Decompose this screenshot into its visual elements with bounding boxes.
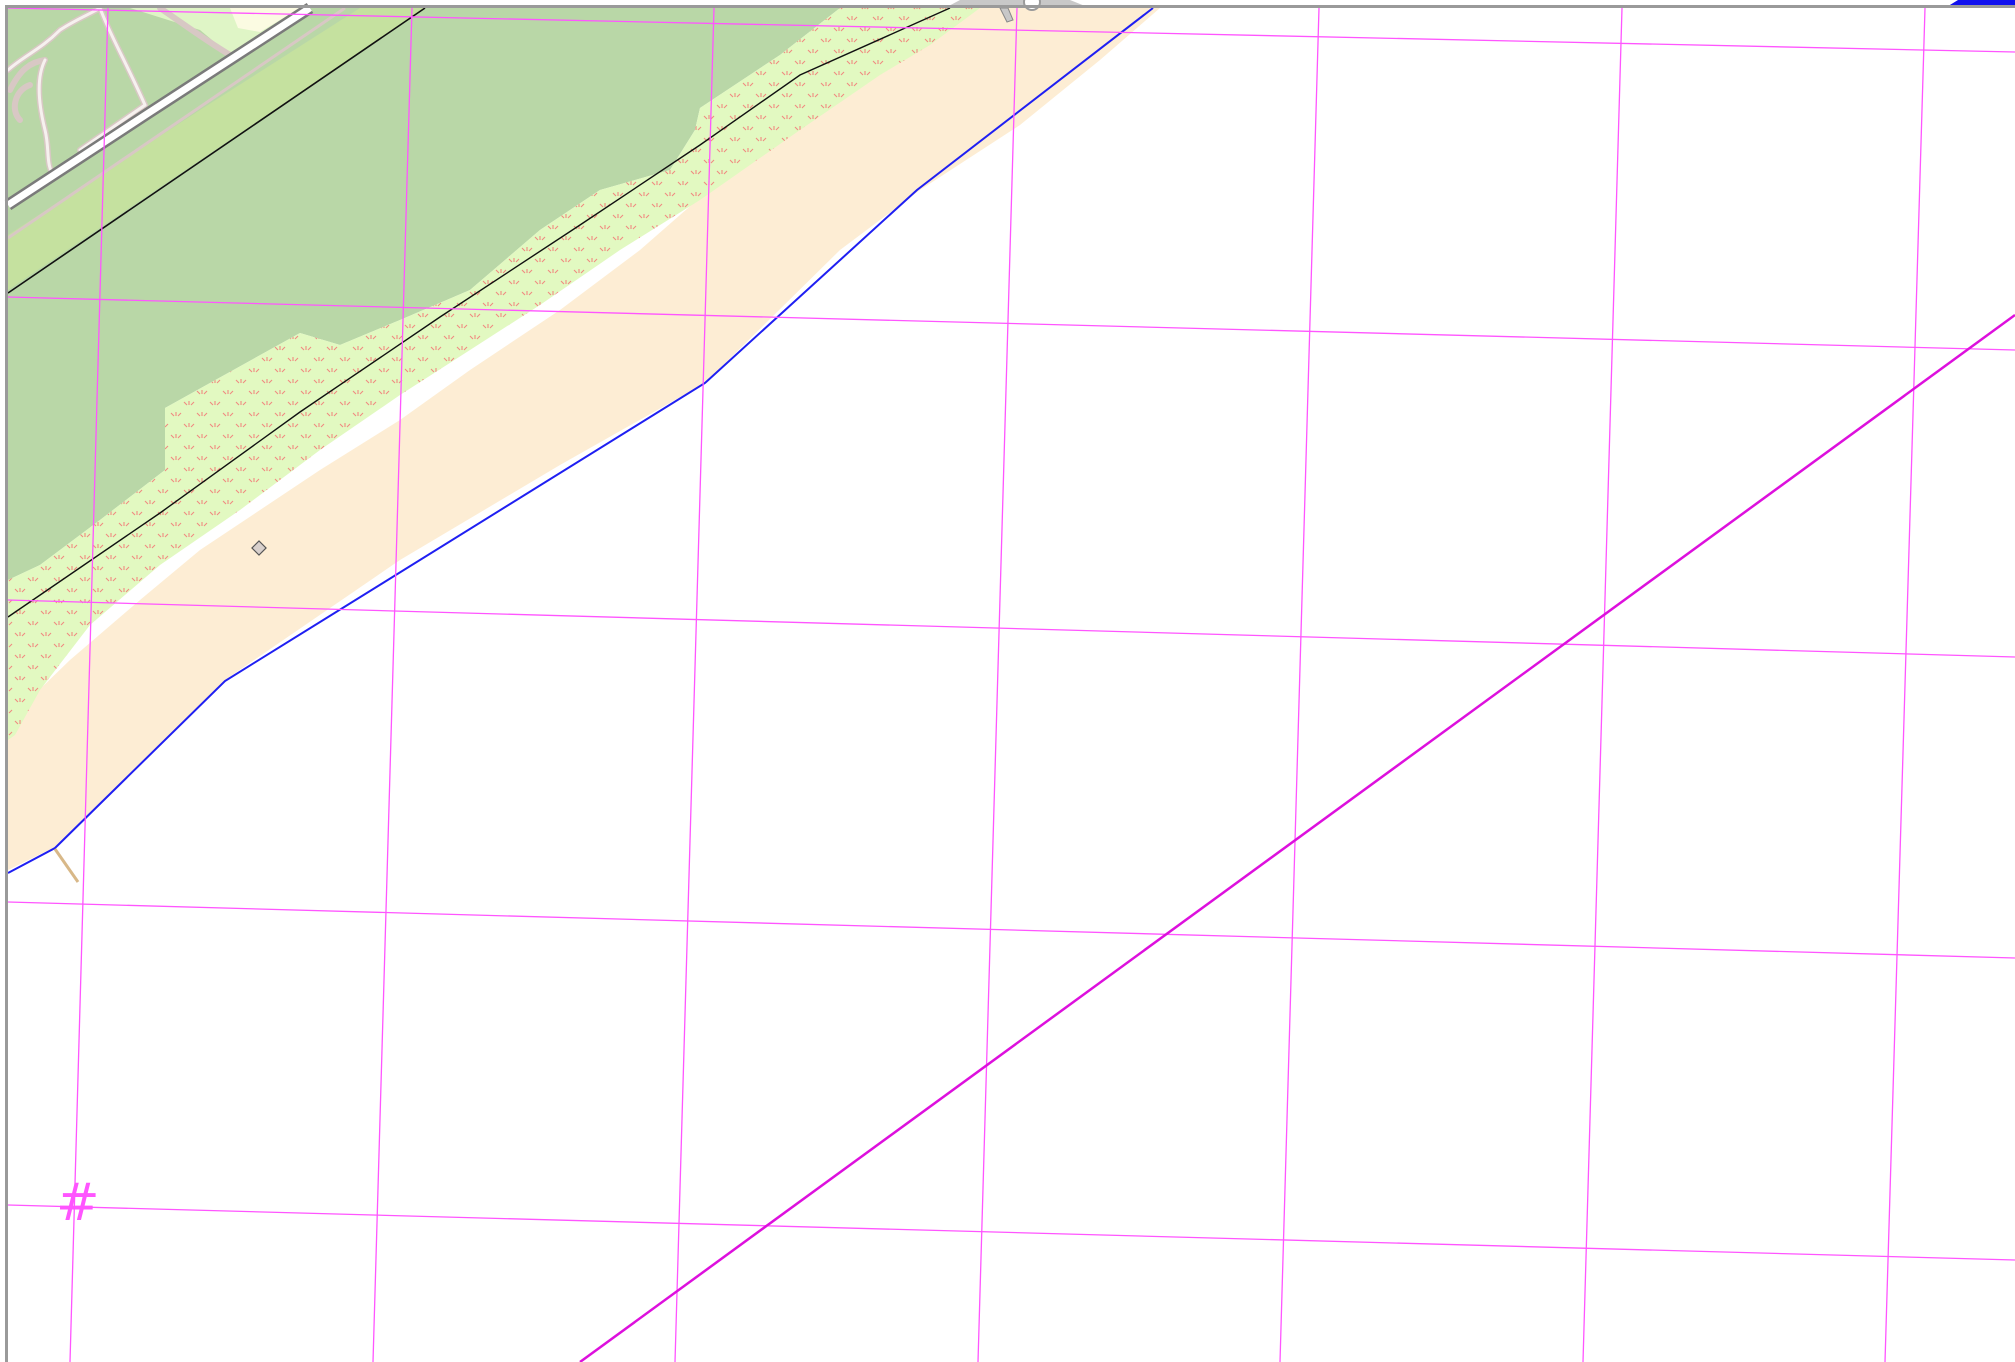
- road-fill: [6, 5, 312, 208]
- corner-marker: [1945, 0, 2015, 8]
- diamond-point-icon[interactable]: [251, 540, 267, 556]
- power-line: [7, 7, 426, 294]
- grid-lines: [7, 7, 2015, 1362]
- power-line: [7, 7, 951, 618]
- recreation-ground: [8, 8, 230, 200]
- footway-line: [7, 6, 346, 240]
- track: [53, 848, 80, 883]
- coastline: [7, 7, 1154, 874]
- boundary-line: [579, 313, 2015, 1362]
- grid-reference-label: #: [56, 1173, 100, 1233]
- sand-area: [8, 8, 1160, 870]
- footpath-centres: [6, 6, 147, 180]
